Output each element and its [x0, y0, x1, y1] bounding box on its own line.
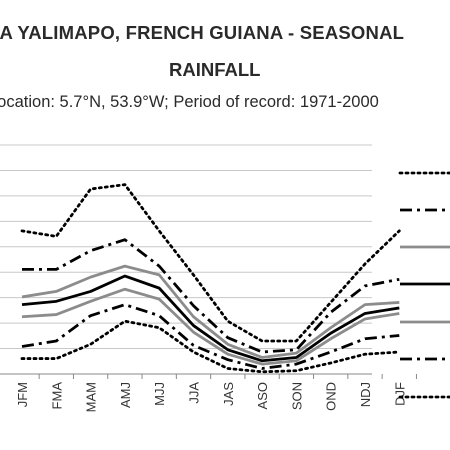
chart-title-line-2: RAINFALL: [169, 59, 261, 80]
x-tick-label: FMA: [49, 382, 64, 410]
series-line-1: [20, 183, 401, 343]
x-tick-label: AMJ: [118, 382, 133, 408]
x-tick-label: JAS: [221, 382, 236, 406]
x-tick-label: DJF: [392, 382, 407, 406]
chart-title-line-1: LA YALIMAPO, FRENCH GUIANA - SEASONAL: [0, 22, 405, 43]
chart-subtitle: Location: 5.7°N, 53.9°W; Period of recor…: [0, 93, 379, 111]
x-tick-label: MAM: [84, 382, 99, 412]
series-line-7: [20, 319, 401, 374]
series-line-4: [21, 274, 400, 363]
x-tick-label: JJA: [187, 382, 202, 404]
x-tick-label: ASO: [255, 382, 270, 409]
series-line-5: [21, 287, 400, 366]
x-tick-label: OND: [324, 382, 339, 411]
series-line-3: [21, 264, 400, 359]
x-tick-label: SON: [289, 382, 304, 410]
series-line-2: [22, 238, 400, 354]
x-tick-label: JFM: [15, 382, 30, 407]
x-tick-label: NDJ: [358, 382, 373, 407]
x-tick-label: MJJ: [152, 382, 167, 406]
series-line-6: [21, 303, 400, 370]
